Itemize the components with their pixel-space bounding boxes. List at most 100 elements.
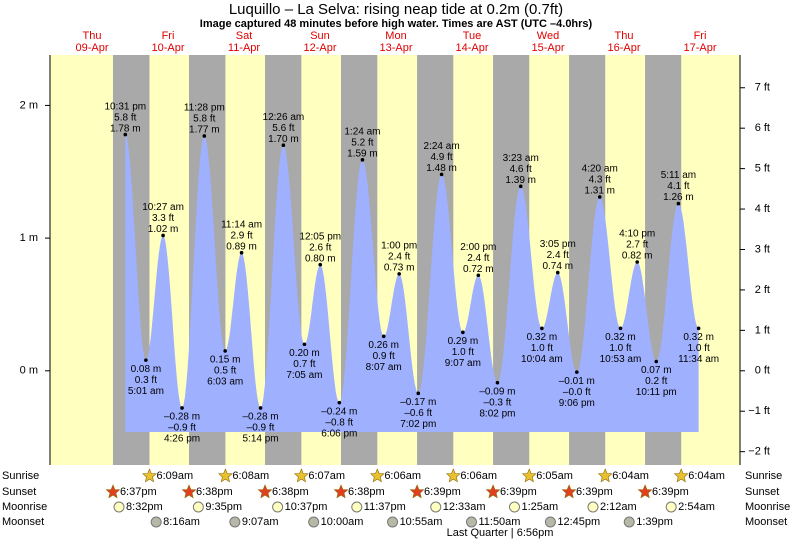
tide-label: 0.9 ft — [373, 351, 395, 362]
tide-label: 11:34 am — [678, 354, 719, 365]
tide-label: 12:26 am — [263, 112, 305, 123]
tide-point — [597, 195, 602, 199]
tide-label: 1.0 ft — [531, 343, 553, 354]
sunrise-time: 6:06am — [460, 470, 497, 482]
tide-label: 1.70 m — [268, 134, 299, 145]
tide-label: –0.6 ft — [404, 408, 432, 419]
sun-icon — [561, 484, 577, 499]
day-weekday: Thu — [83, 30, 102, 42]
tide-label: –0.01 m — [559, 376, 595, 387]
moon-icon — [351, 501, 363, 513]
sunset-time: 6:38pm — [196, 486, 233, 498]
sunset-time: 6:38pm — [272, 486, 309, 498]
sun-icon — [445, 468, 461, 483]
sun-icon — [218, 468, 233, 483]
tide-point — [575, 370, 579, 374]
day-weekday: Sun — [310, 30, 330, 42]
tide-label: 3:23 am — [503, 153, 539, 164]
tide-label: 0.74 m — [542, 261, 573, 272]
tide-label: 0.07 m — [641, 365, 672, 376]
tide-label: 0.5 ft — [214, 366, 236, 377]
tide-label: 0.89 m — [226, 241, 257, 252]
tide-point — [555, 270, 560, 275]
moon-icon — [229, 516, 241, 528]
moon-icon — [272, 501, 284, 513]
sun-icon — [637, 484, 653, 499]
tide-label: 1.0 ft — [452, 347, 474, 358]
moon-icon — [665, 501, 677, 513]
tide-label: 1.48 m — [426, 163, 457, 174]
tide-point — [676, 201, 681, 206]
tide-point — [360, 158, 365, 162]
sun-icon — [597, 468, 613, 483]
day-date: 13-Apr — [379, 42, 412, 54]
tide-point — [180, 406, 184, 410]
y2-tick-label: −2 ft — [748, 446, 770, 458]
tide-label: 0.08 m — [131, 364, 162, 375]
y2-tick-label: −1 ft — [748, 405, 770, 417]
y-tick-label: 1 m — [20, 232, 38, 244]
tide-point — [239, 250, 244, 255]
tide-label: 10:04 am — [521, 354, 563, 365]
sunrise-time: 6:04am — [612, 470, 649, 482]
day-weekday: Tue — [463, 30, 482, 42]
tide-label: 2.4 ft — [388, 252, 410, 263]
day-date: 17-Apr — [683, 42, 716, 54]
moon-icon — [465, 516, 477, 528]
tide-label: 1:24 am — [344, 126, 380, 137]
tide-label: 0.80 m — [305, 253, 336, 264]
tide-label: 1.02 m — [148, 224, 179, 235]
moonrise-time: 10:37pm — [285, 501, 328, 513]
y-tick-label: 0 m — [20, 365, 38, 377]
moon-icon — [623, 516, 635, 528]
tide-label: 4:20 am — [582, 164, 618, 175]
tide-label: 5:11 am — [661, 170, 696, 181]
tide-label: 1.0 ft — [688, 343, 710, 354]
day-weekday: Sat — [236, 30, 253, 42]
tide-label: –0.3 ft — [484, 397, 512, 408]
day-date: 11-Apr — [228, 42, 261, 54]
moon-icon — [587, 501, 599, 513]
tide-label: 10:53 am — [600, 354, 642, 365]
moon-icon — [308, 516, 320, 528]
y2-tick-label: 5 ft — [755, 163, 770, 175]
sunset-time: 6:39pm — [652, 486, 689, 498]
tide-label: –0.9 ft — [247, 423, 275, 434]
sun-icon — [409, 484, 425, 499]
tide-point — [161, 233, 165, 238]
moonset-time: 1:39pm — [636, 516, 673, 528]
tide-label: 4.9 ft — [430, 152, 452, 163]
sun-icon — [333, 484, 349, 499]
row-label: Moonset — [745, 516, 787, 528]
row-label: Sunrise — [2, 470, 39, 482]
moon-icon — [113, 501, 125, 513]
sunrise-time: 6:06am — [384, 470, 421, 482]
tide-point — [495, 380, 500, 385]
tide-label: 4:10 pm — [619, 229, 655, 240]
tide-point — [223, 349, 227, 353]
tide-label: 0.32 m — [605, 332, 636, 343]
tide-point — [518, 184, 523, 189]
tide-label: 0.26 m — [368, 340, 399, 351]
moon-phase: Last Quarter | 6:56pm — [447, 527, 554, 539]
moonset-time: 11:50am — [478, 516, 520, 528]
sun-icon — [142, 468, 157, 483]
tide-label: 1.78 m — [110, 123, 141, 134]
day-date: 10-Apr — [151, 42, 184, 54]
sunrise-time: 6:08am — [232, 470, 269, 482]
sun-icon — [673, 468, 689, 483]
moonset-time: 10:00am — [321, 516, 364, 528]
sunset-time: 6:39pm — [500, 486, 537, 498]
sunset-time: 6:39pm — [576, 486, 613, 498]
moon-icon — [387, 516, 399, 528]
day-date: 16-Apr — [607, 42, 640, 54]
plot: 10:31 pm5.8 ft1.78 m0.08 m0.3 ft5:01 am1… — [104, 101, 719, 444]
tide-point — [654, 359, 659, 364]
tide-label: 8:07 am — [366, 362, 402, 373]
sunrise-time: 6:04am — [688, 470, 725, 482]
tide-point — [618, 326, 623, 331]
moon-icon — [192, 501, 204, 513]
moon-icon — [544, 516, 556, 528]
tide-label: 2:24 am — [424, 141, 460, 152]
